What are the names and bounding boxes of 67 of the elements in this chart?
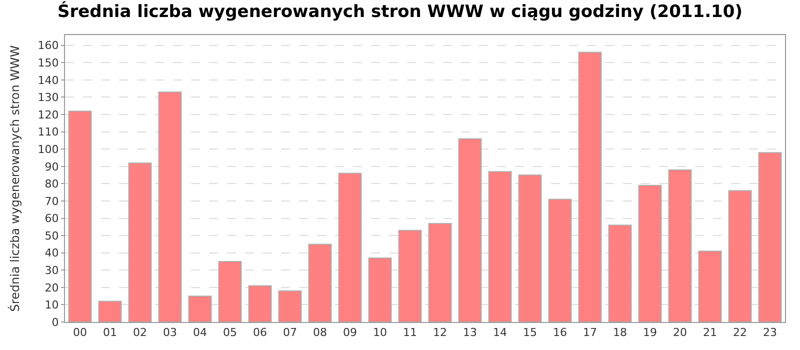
bar [308,244,332,322]
x-tick-label: 15 [523,326,537,340]
bar [668,169,692,322]
bar [158,92,182,322]
y-tick-label: 40 [44,246,59,260]
y-tick-label: 150 [38,56,59,70]
x-tick-label: 01 [103,326,117,340]
x-tick-label: 18 [613,326,627,340]
x-tick-label: 23 [763,326,777,340]
chart-title: Średnia liczba wygenerowanych stron WWW w ciągu godziny (2011.10) [58,1,742,22]
x-tick-label: 02 [133,326,147,340]
bar [218,260,242,322]
x-tick-label: 22 [733,326,747,340]
y-tick-label: 120 [38,108,59,122]
x-tick-label: 05 [223,326,237,340]
x-tick-label: 04 [193,326,207,340]
bar [488,171,512,322]
bar [518,174,542,322]
x-tick-label: 21 [703,326,717,340]
x-tick-label: 16 [553,326,567,340]
x-tick-label: 00 [73,326,87,340]
bar [338,172,362,322]
bar [128,162,152,322]
bar [248,285,272,322]
y-tick-label: 60 [44,212,59,226]
y-tick-label: 70 [44,194,59,208]
bar [758,152,782,322]
y-tick-label: 0 [52,316,59,329]
x-tick-label: 08 [313,326,327,340]
bar [368,258,392,322]
x-tick-label: 09 [343,326,357,340]
bar [638,184,662,322]
bar [98,300,122,322]
bar [428,222,452,322]
bar [278,290,302,322]
x-tick-label: 03 [163,326,177,340]
y-axis-title: Średnia liczba wygenerowanych stron WWW [7,45,22,312]
y-tick-label: 140 [38,74,59,87]
y-tick-label: 110 [38,126,59,139]
x-tick-label: 11 [403,326,417,340]
x-tick-label: 07 [283,326,297,340]
y-tick-label: 50 [44,229,59,242]
y-tick-label: 160 [38,39,59,52]
x-tick-label: 14 [493,326,507,340]
x-tick-label: 10 [373,326,387,340]
bar [548,198,572,322]
y-tick-label: 10 [44,298,59,312]
y-tick-label: 20 [44,281,59,294]
y-tick-label: 30 [44,264,59,277]
bar [188,296,212,322]
bar [68,110,92,322]
y-tick-label: 100 [38,142,59,156]
bar [578,52,602,322]
bar [728,190,752,322]
bar [608,224,632,322]
bar [398,230,422,322]
x-tick-label: 12 [433,326,447,340]
bar [458,138,482,322]
y-tick-label: 90 [44,160,59,174]
y-tick-label: 130 [38,91,59,104]
y-tick-label: 80 [44,178,59,191]
x-tick-label: 06 [253,326,267,340]
bar [698,250,722,322]
x-tick-label: 13 [463,326,477,340]
x-tick-label: 17 [583,326,597,340]
x-tick-label: 19 [643,326,657,340]
x-tick-label: 20 [673,326,687,340]
